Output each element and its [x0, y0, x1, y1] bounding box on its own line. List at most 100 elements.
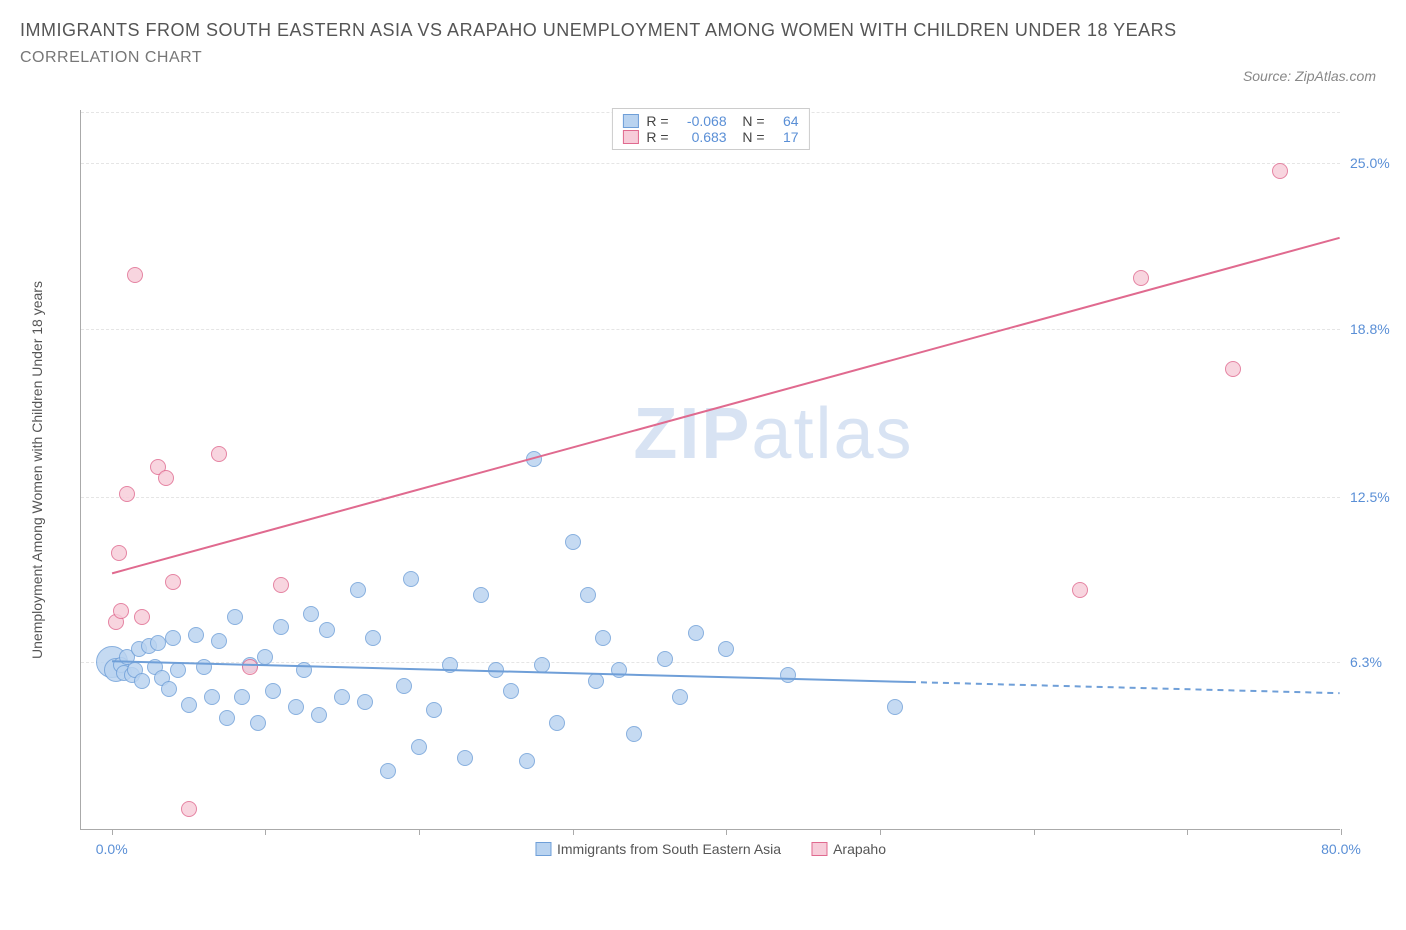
x-tick — [1187, 829, 1188, 835]
legend-stats-row: R =0.683 N =17 — [622, 129, 798, 145]
data-point[interactable] — [196, 659, 212, 675]
data-point[interactable] — [1272, 163, 1288, 179]
legend-stats-row: R = -0.068 N = 64 — [622, 113, 798, 129]
data-point[interactable] — [161, 681, 177, 697]
legend-series-label: Immigrants from South Eastern Asia — [557, 841, 781, 857]
data-point[interactable] — [473, 587, 489, 603]
y-tick-label: 18.8% — [1350, 321, 1400, 337]
data-point[interactable] — [411, 739, 427, 755]
data-point[interactable] — [111, 545, 127, 561]
data-point[interactable] — [519, 753, 535, 769]
chart-subtitle: CORRELATION CHART — [20, 49, 1386, 67]
legend-n-value: 17 — [773, 129, 799, 145]
legend-series-label: Arapaho — [833, 841, 886, 857]
legend-series-item[interactable]: Arapaho — [811, 841, 886, 857]
legend-n-value: 64 — [773, 113, 799, 129]
x-tick — [265, 829, 266, 835]
data-point[interactable] — [588, 673, 604, 689]
data-point[interactable] — [296, 662, 312, 678]
legend-swatch — [811, 842, 827, 856]
data-point[interactable] — [119, 486, 135, 502]
legend-n-label: N = — [735, 113, 765, 129]
data-point[interactable] — [549, 715, 565, 731]
data-point[interactable] — [565, 534, 581, 550]
data-point[interactable] — [127, 267, 143, 283]
data-point[interactable] — [365, 630, 381, 646]
data-point[interactable] — [211, 446, 227, 462]
data-point[interactable] — [718, 641, 734, 657]
legend-n-label: N = — [735, 129, 765, 145]
data-point[interactable] — [426, 702, 442, 718]
grid-line — [81, 497, 1340, 498]
data-point[interactable] — [1133, 270, 1149, 286]
data-point[interactable] — [657, 651, 673, 667]
data-point[interactable] — [188, 627, 204, 643]
legend-swatch — [622, 130, 638, 144]
source-link[interactable]: ZipAtlas.com — [1295, 68, 1376, 84]
legend-r-label: R = — [646, 113, 668, 129]
x-tick-label: 80.0% — [1321, 841, 1361, 857]
data-point[interactable] — [204, 689, 220, 705]
legend-r-value: -0.068 — [677, 113, 727, 129]
grid-line — [81, 163, 1340, 164]
data-point[interactable] — [334, 689, 350, 705]
data-point[interactable] — [288, 699, 304, 715]
data-point[interactable] — [134, 673, 150, 689]
data-point[interactable] — [113, 603, 129, 619]
data-point[interactable] — [611, 662, 627, 678]
data-point[interactable] — [250, 715, 266, 731]
data-point[interactable] — [181, 697, 197, 713]
data-point[interactable] — [595, 630, 611, 646]
data-point[interactable] — [265, 683, 281, 699]
data-point[interactable] — [273, 577, 289, 593]
legend-r-label: R = — [646, 129, 668, 145]
data-point[interactable] — [887, 699, 903, 715]
data-point[interactable] — [1072, 582, 1088, 598]
data-point[interactable] — [503, 683, 519, 699]
data-point[interactable] — [158, 470, 174, 486]
data-point[interactable] — [170, 662, 186, 678]
data-point[interactable] — [219, 710, 235, 726]
data-point[interactable] — [357, 694, 373, 710]
data-point[interactable] — [488, 662, 504, 678]
watermark-light: atlas — [751, 394, 913, 474]
data-point[interactable] — [526, 451, 542, 467]
x-tick — [880, 829, 881, 835]
data-point[interactable] — [688, 625, 704, 641]
data-point[interactable] — [257, 649, 273, 665]
data-point[interactable] — [311, 707, 327, 723]
legend-swatch — [622, 114, 638, 128]
x-tick — [1341, 829, 1342, 835]
data-point[interactable] — [319, 622, 335, 638]
y-axis-label: Unemployment Among Women with Children U… — [29, 281, 45, 659]
data-point[interactable] — [211, 633, 227, 649]
data-point[interactable] — [1225, 361, 1241, 377]
chart-title: IMMIGRANTS FROM SOUTH EASTERN ASIA VS AR… — [20, 20, 1386, 41]
data-point[interactable] — [672, 689, 688, 705]
data-point[interactable] — [242, 659, 258, 675]
data-point[interactable] — [181, 801, 197, 817]
data-point[interactable] — [380, 763, 396, 779]
data-point[interactable] — [165, 630, 181, 646]
data-point[interactable] — [227, 609, 243, 625]
data-point[interactable] — [780, 667, 796, 683]
data-point[interactable] — [396, 678, 412, 694]
legend-series-item[interactable]: Immigrants from South Eastern Asia — [535, 841, 781, 857]
data-point[interactable] — [403, 571, 419, 587]
data-point[interactable] — [134, 609, 150, 625]
data-point[interactable] — [626, 726, 642, 742]
data-point[interactable] — [534, 657, 550, 673]
grid-line — [81, 329, 1340, 330]
data-point[interactable] — [150, 635, 166, 651]
data-point[interactable] — [442, 657, 458, 673]
x-tick — [573, 829, 574, 835]
source-prefix: Source: — [1243, 68, 1295, 84]
data-point[interactable] — [350, 582, 366, 598]
data-point[interactable] — [580, 587, 596, 603]
data-point[interactable] — [165, 574, 181, 590]
data-point[interactable] — [457, 750, 473, 766]
data-point[interactable] — [303, 606, 319, 622]
legend-swatch — [535, 842, 551, 856]
data-point[interactable] — [273, 619, 289, 635]
data-point[interactable] — [234, 689, 250, 705]
